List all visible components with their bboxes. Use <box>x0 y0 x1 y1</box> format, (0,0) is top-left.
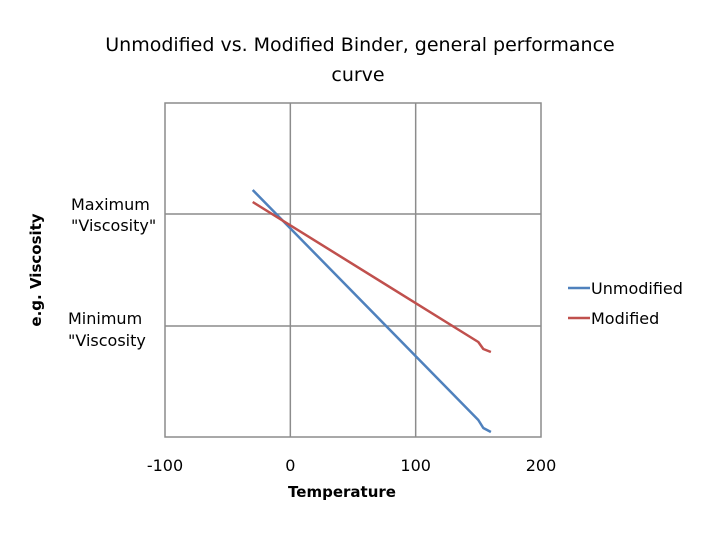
x-tick-label-2: 100 <box>400 456 431 475</box>
legend-label-modified: Modified <box>591 309 659 328</box>
chart-title-line-1: Unmodified vs. Modified Binder, general … <box>105 34 614 56</box>
y-axis-title: e.g. Viscosity <box>27 213 45 326</box>
legend: Unmodified Modified <box>568 279 683 328</box>
series-line-modified <box>252 200 492 354</box>
minimum-annotation-line-1: Minimum <box>68 309 142 328</box>
series-layer <box>251 189 492 434</box>
x-axis-title: Temperature <box>288 483 396 501</box>
plot-area-border <box>164 102 542 438</box>
chart-title-line-2: curve <box>331 64 384 86</box>
x-tick-label-1: 0 <box>285 456 295 475</box>
legend-label-unmodified: Unmodified <box>591 279 683 298</box>
maximum-annotation-line-1: Maximum <box>71 195 150 214</box>
x-tick-label-3: 200 <box>526 456 557 475</box>
series-line-unmodified <box>251 189 492 434</box>
x-tick-labels: -100 0 100 200 <box>147 456 556 475</box>
minimum-annotation-line-2: "Viscosity <box>68 331 146 350</box>
x-tick-label-0: -100 <box>147 456 183 475</box>
maximum-annotation-line-2: "Viscosity" <box>71 216 156 235</box>
plot-grid <box>164 102 542 438</box>
